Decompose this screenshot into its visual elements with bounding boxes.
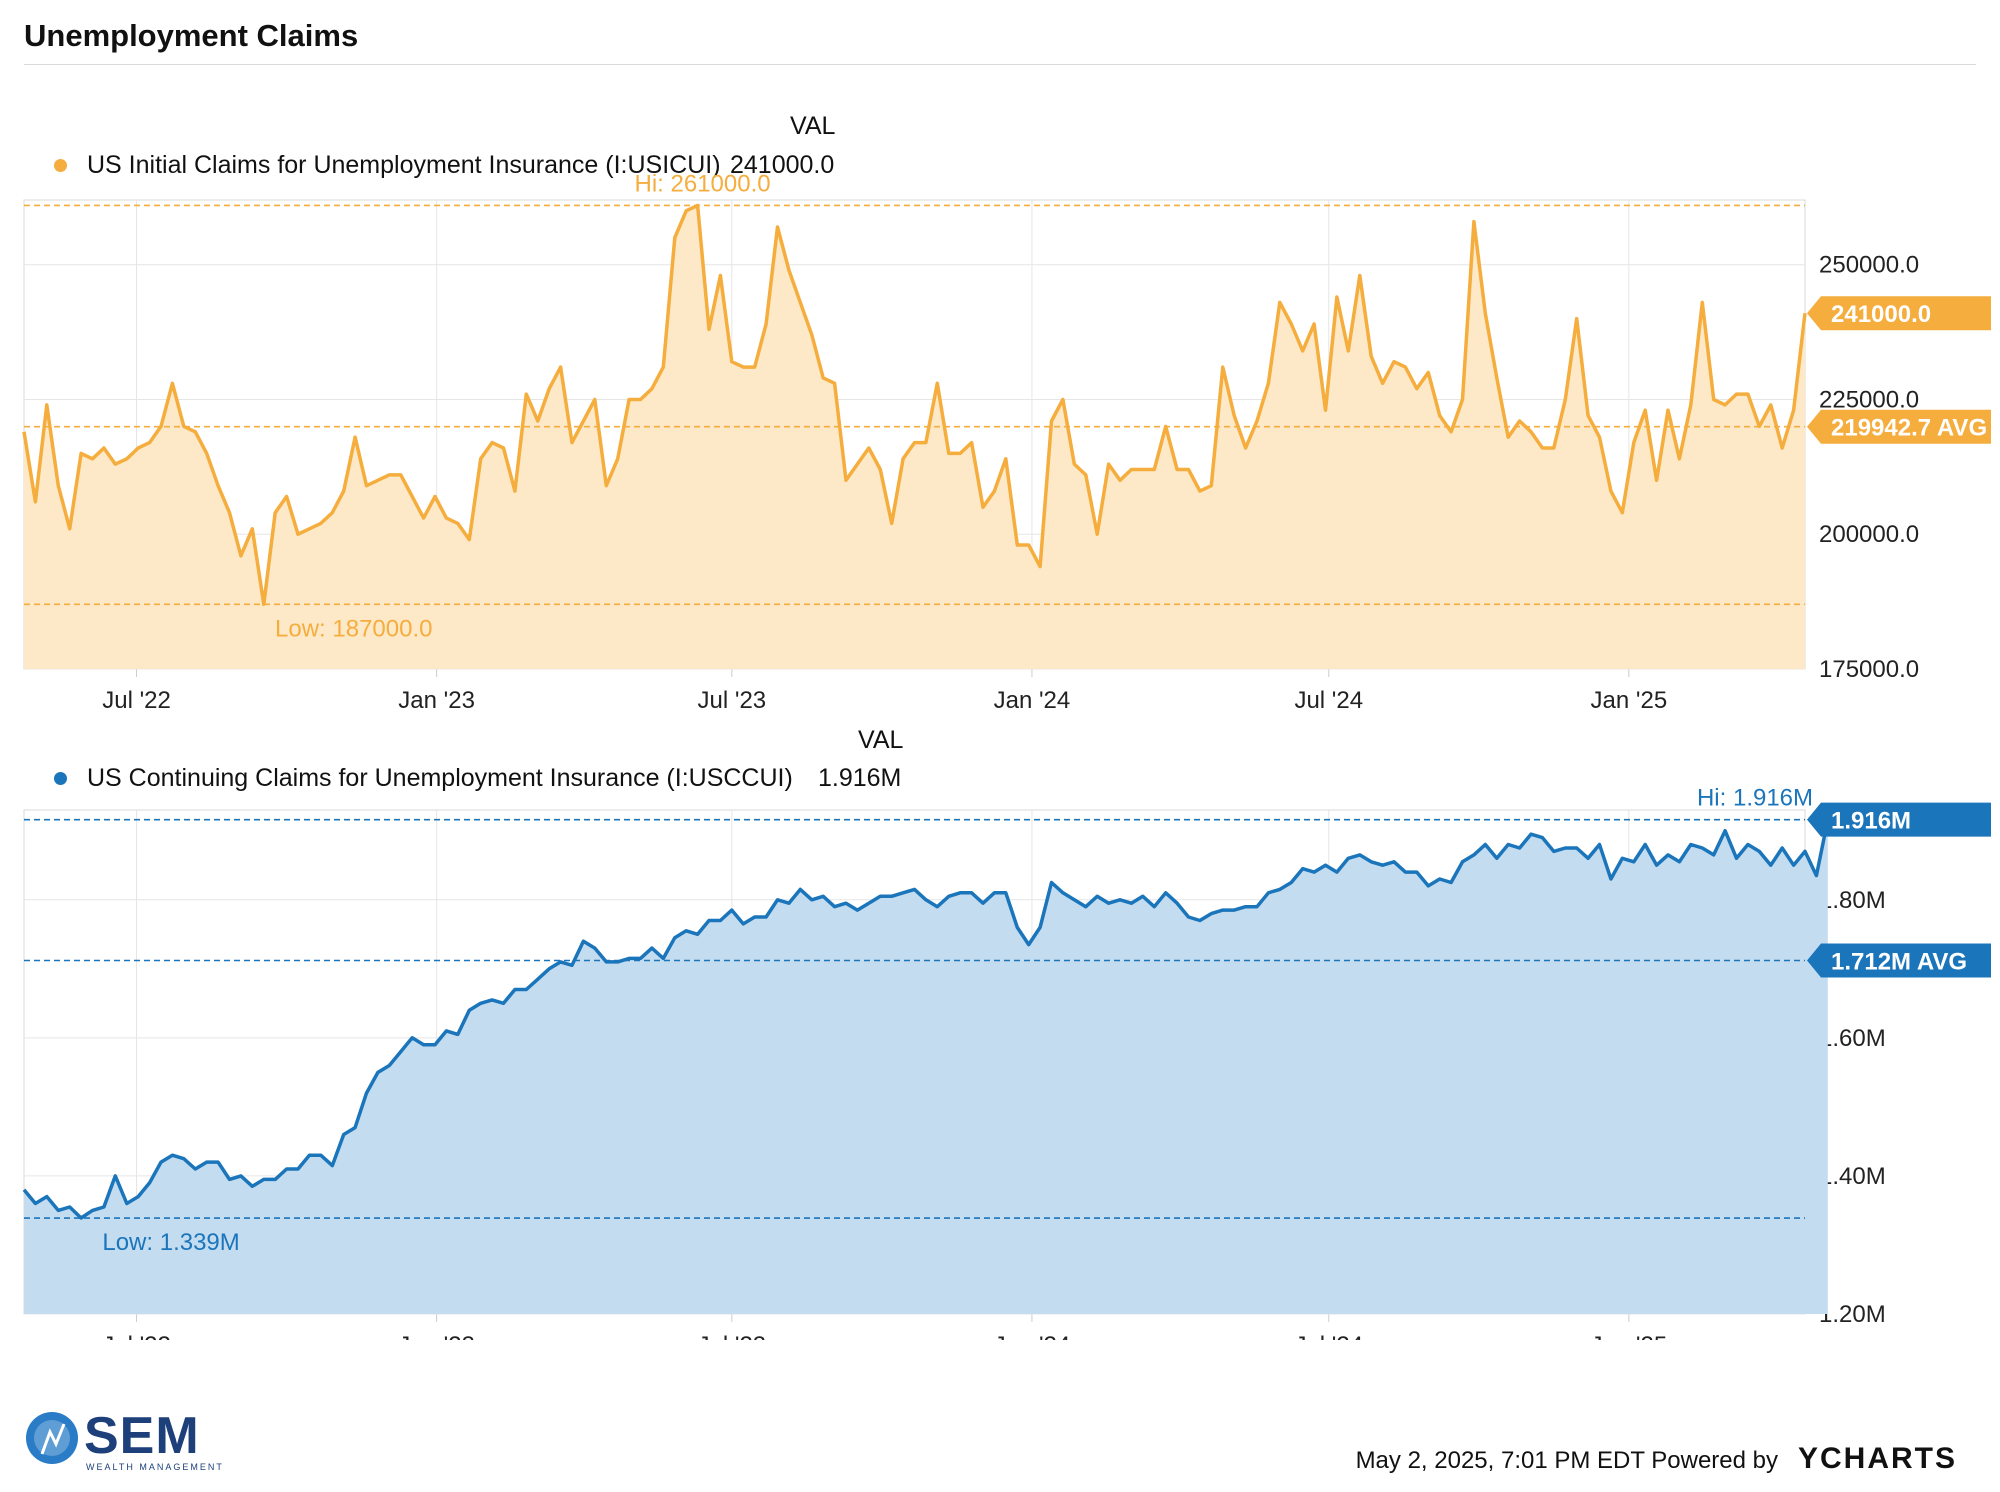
last-value-tag-label: 241000.0 <box>1831 301 1931 328</box>
x-tick-label: Jul '22 <box>102 687 171 714</box>
title-divider <box>24 64 1976 65</box>
hi-label: Hi: 261000.0 <box>635 170 771 197</box>
legend-initial-claims[interactable]: US Initial Claims for Unemployment Insur… <box>54 151 834 180</box>
low-label: Low: 1.339M <box>102 1229 239 1256</box>
series-line[interactable] <box>22 819 1830 1220</box>
legend-value-header-initial: VAL <box>790 112 836 140</box>
y-tick-label: 250000.0 <box>1819 252 1919 279</box>
average-tag-label: 219942.7 AVG <box>1831 415 1987 442</box>
y-tick-label: 225000.0 <box>1819 386 1919 413</box>
y-tick-label: 1.20M <box>1819 1301 1886 1328</box>
average-tag <box>1807 409 1991 444</box>
last-value-tag <box>1807 296 1991 331</box>
x-tick-label: Jan '25 <box>1591 687 1668 714</box>
series-line[interactable] <box>22 203 1807 607</box>
x-tick-label: Jul '24 <box>1294 1332 1363 1340</box>
x-tick-label: Jan '24 <box>994 687 1071 714</box>
legend-series-value: 1.916M <box>818 764 902 792</box>
last-value-tag <box>1807 802 1991 837</box>
legend-dot-icon <box>54 772 67 785</box>
y-tick-label: 1.80M <box>1819 887 1886 914</box>
x-tick-label: Jan '25 <box>1591 1332 1668 1340</box>
legend-series-name: US Initial Claims for Unemployment Insur… <box>87 151 721 179</box>
x-tick-label: Jul '23 <box>698 687 767 714</box>
legend-series-name: US Continuing Claims for Unemployment In… <box>87 764 793 792</box>
x-tick-label: Jan '23 <box>398 687 475 714</box>
x-tick-label: Jan '24 <box>994 1332 1071 1340</box>
x-tick-label: Jul '24 <box>1294 687 1363 714</box>
sem-logo-subtext: WEALTH MANAGEMENT <box>86 1462 224 1472</box>
footer-timestamp: May 2, 2025, 7:01 PM EDT Powered by <box>1355 1447 1778 1474</box>
page-title: Unemployment Claims <box>24 18 359 53</box>
sem-logo: SEM WEALTH MANAGEMENT <box>24 1407 224 1474</box>
x-tick-label: Jan '23 <box>398 1332 475 1340</box>
average-tag-label: 1.712M AVG <box>1831 949 1967 976</box>
sem-logo-text: SEM <box>84 1407 200 1465</box>
last-value-tag-label: 1.916M <box>1831 808 1911 835</box>
series-area <box>24 205 1805 669</box>
legend-continuing-claims[interactable]: US Continuing Claims for Unemployment In… <box>54 764 901 793</box>
series-area <box>24 819 1828 1314</box>
x-tick-label: Jul '22 <box>102 1332 171 1340</box>
legend-series-value: 241000.0 <box>730 151 835 179</box>
y-tick-label: 175000.0 <box>1819 656 1919 683</box>
y-tick-label: 1.60M <box>1819 1025 1886 1052</box>
sem-logo-icon <box>26 1412 78 1464</box>
y-tick-label: 200000.0 <box>1819 521 1919 548</box>
continuing-claims-chart[interactable]: Jul '22 Jan '23 Jul '23 Jan '24 Jul '24 Jan '… <box>0 620 2000 1340</box>
hi-label: Hi: 1.916M <box>1697 785 1813 812</box>
ycharts-logo[interactable]: YCHARTS <box>1798 1442 1958 1475</box>
average-tag <box>1807 943 1991 978</box>
y-tick-label: 1.40M <box>1819 1163 1886 1190</box>
x-tick-label: Jul '23 <box>698 1332 767 1340</box>
initial-claims-chart[interactable]: Jul '22 Jan '23 Jul '23 Jan '24 Jul '24 Jan '… <box>0 0 2000 720</box>
legend-dot-icon <box>54 159 67 172</box>
legend-value-header-continuing: VAL <box>858 726 904 754</box>
low-label: Low: 187000.0 <box>275 615 432 642</box>
